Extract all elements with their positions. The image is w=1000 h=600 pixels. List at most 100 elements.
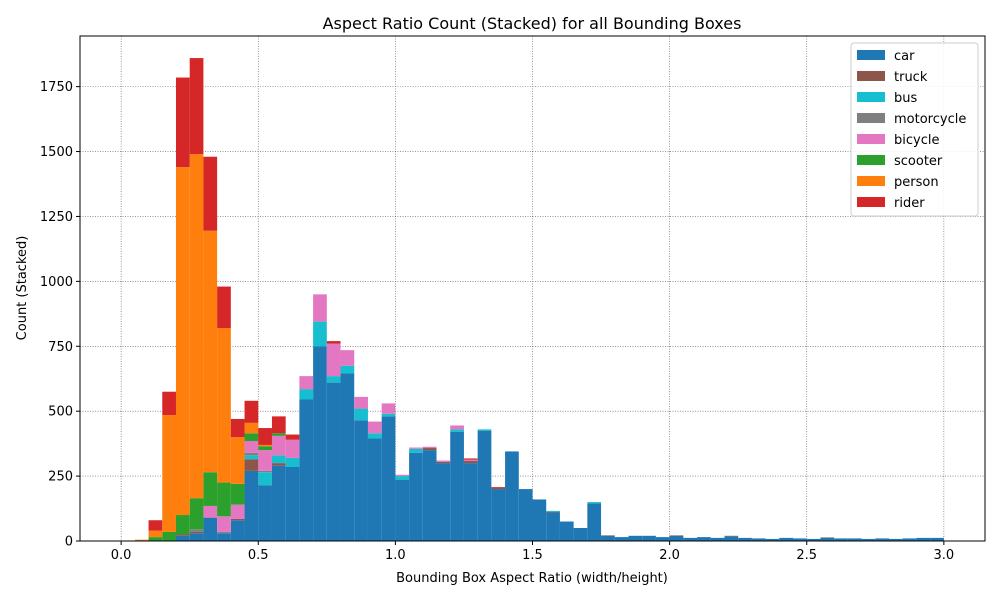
bar-bicycle <box>203 505 218 518</box>
bar-bicycle <box>354 396 368 409</box>
bar-person <box>189 154 204 499</box>
bar-car <box>285 467 300 541</box>
bar-car <box>834 538 848 541</box>
y-tick-label: 1250 <box>40 210 73 225</box>
bar-bicycle <box>230 504 245 519</box>
bar-bicycle <box>340 350 355 366</box>
x-axis: 0.0 0.5 1.0 1.5 2.0 2.5 3.0 <box>111 541 954 563</box>
legend-swatch-bicycle <box>857 134 885 144</box>
bar-person <box>203 230 218 473</box>
bar-car <box>642 535 656 541</box>
bar-car <box>546 512 560 541</box>
bar-bus <box>587 502 602 504</box>
bar-car <box>518 489 533 541</box>
bar-car <box>614 537 629 541</box>
bar-car <box>655 537 670 541</box>
x-axis-label: Bounding Box Aspect Ratio (width/height) <box>396 571 668 586</box>
bar-car <box>491 489 506 541</box>
bar-car <box>505 451 519 541</box>
bar-scooter <box>189 498 204 530</box>
bar-truck <box>189 531 204 534</box>
bar-scooter <box>244 433 259 442</box>
bar-rider <box>285 434 300 440</box>
bar-bicycle <box>244 441 259 453</box>
y-tick-label: 0 <box>65 535 73 550</box>
bar-car <box>751 538 766 541</box>
bar-car <box>601 535 615 541</box>
y-tick-label: 500 <box>48 405 73 420</box>
x-tick-label: 2.5 <box>796 548 817 563</box>
legend-label-truck: truck <box>894 70 928 85</box>
bar-car <box>258 485 272 541</box>
bar-bus <box>244 455 259 460</box>
x-tick-label: 3.0 <box>934 548 955 563</box>
bar-car <box>354 420 368 541</box>
bar-scooter <box>175 515 190 535</box>
bar-car <box>587 503 602 541</box>
bar-car <box>175 535 190 541</box>
bar-truck <box>230 518 245 521</box>
bar-car <box>230 520 245 541</box>
bar-car <box>847 538 862 541</box>
bar-car <box>395 479 410 541</box>
bar-rider <box>244 400 259 423</box>
bar-car <box>477 430 492 541</box>
bar-motorcycle <box>244 452 259 456</box>
bar-bicycle <box>313 294 327 322</box>
bars <box>134 58 944 541</box>
bar-car <box>861 538 876 541</box>
bar-bicycle <box>217 516 231 532</box>
bar-car <box>313 346 327 541</box>
bar-bicycle <box>326 343 341 377</box>
bar-bus <box>354 408 368 421</box>
legend-swatch-truck <box>857 71 885 81</box>
bar-truck <box>436 461 451 464</box>
bar-car <box>244 470 259 541</box>
bar-car <box>930 537 944 541</box>
bar-car <box>203 517 218 541</box>
bar-person <box>258 444 272 447</box>
bar-scooter <box>258 446 272 451</box>
bar-car <box>765 538 780 541</box>
bar-truck <box>546 511 560 513</box>
bar-motorcycle <box>217 531 231 534</box>
bar-bicycle <box>409 447 423 449</box>
bar-motorcycle <box>189 529 204 532</box>
x-tick-label: 1.5 <box>522 548 543 563</box>
bar-bus <box>313 321 327 347</box>
bar-rider <box>217 286 231 329</box>
bar-rider <box>271 416 286 434</box>
legend-swatch-rider <box>857 197 885 207</box>
bar-car <box>697 537 711 541</box>
bar-car <box>340 373 355 541</box>
bar-truck <box>175 534 190 536</box>
legend-swatch-motorcycle <box>857 113 885 123</box>
bar-rider <box>258 428 272 445</box>
bar-scooter <box>217 482 231 517</box>
bar-bus <box>450 429 464 432</box>
y-tick-label: 1000 <box>40 275 73 290</box>
bar-rider <box>491 486 506 488</box>
bar-car <box>628 535 643 541</box>
bar-car <box>875 538 890 541</box>
bar-truck <box>491 487 506 490</box>
bar-bus <box>367 433 382 439</box>
bar-car <box>367 438 382 541</box>
bar-person <box>217 328 231 483</box>
bar-car <box>820 537 835 541</box>
legend-swatch-person <box>857 176 885 186</box>
bar-car <box>217 533 231 541</box>
bar-car <box>889 538 903 541</box>
legend-label-bus: bus <box>894 91 917 106</box>
bar-scooter <box>271 433 286 436</box>
bar-rider <box>230 418 245 438</box>
bar-bicycle <box>463 459 478 462</box>
bar-person <box>162 415 176 532</box>
bar-car <box>422 450 437 541</box>
bar-truck <box>463 461 478 464</box>
bar-scooter <box>203 472 218 506</box>
bar-car <box>381 416 396 541</box>
x-tick-label: 2.0 <box>659 548 680 563</box>
x-tick-label: 0.0 <box>111 548 132 563</box>
